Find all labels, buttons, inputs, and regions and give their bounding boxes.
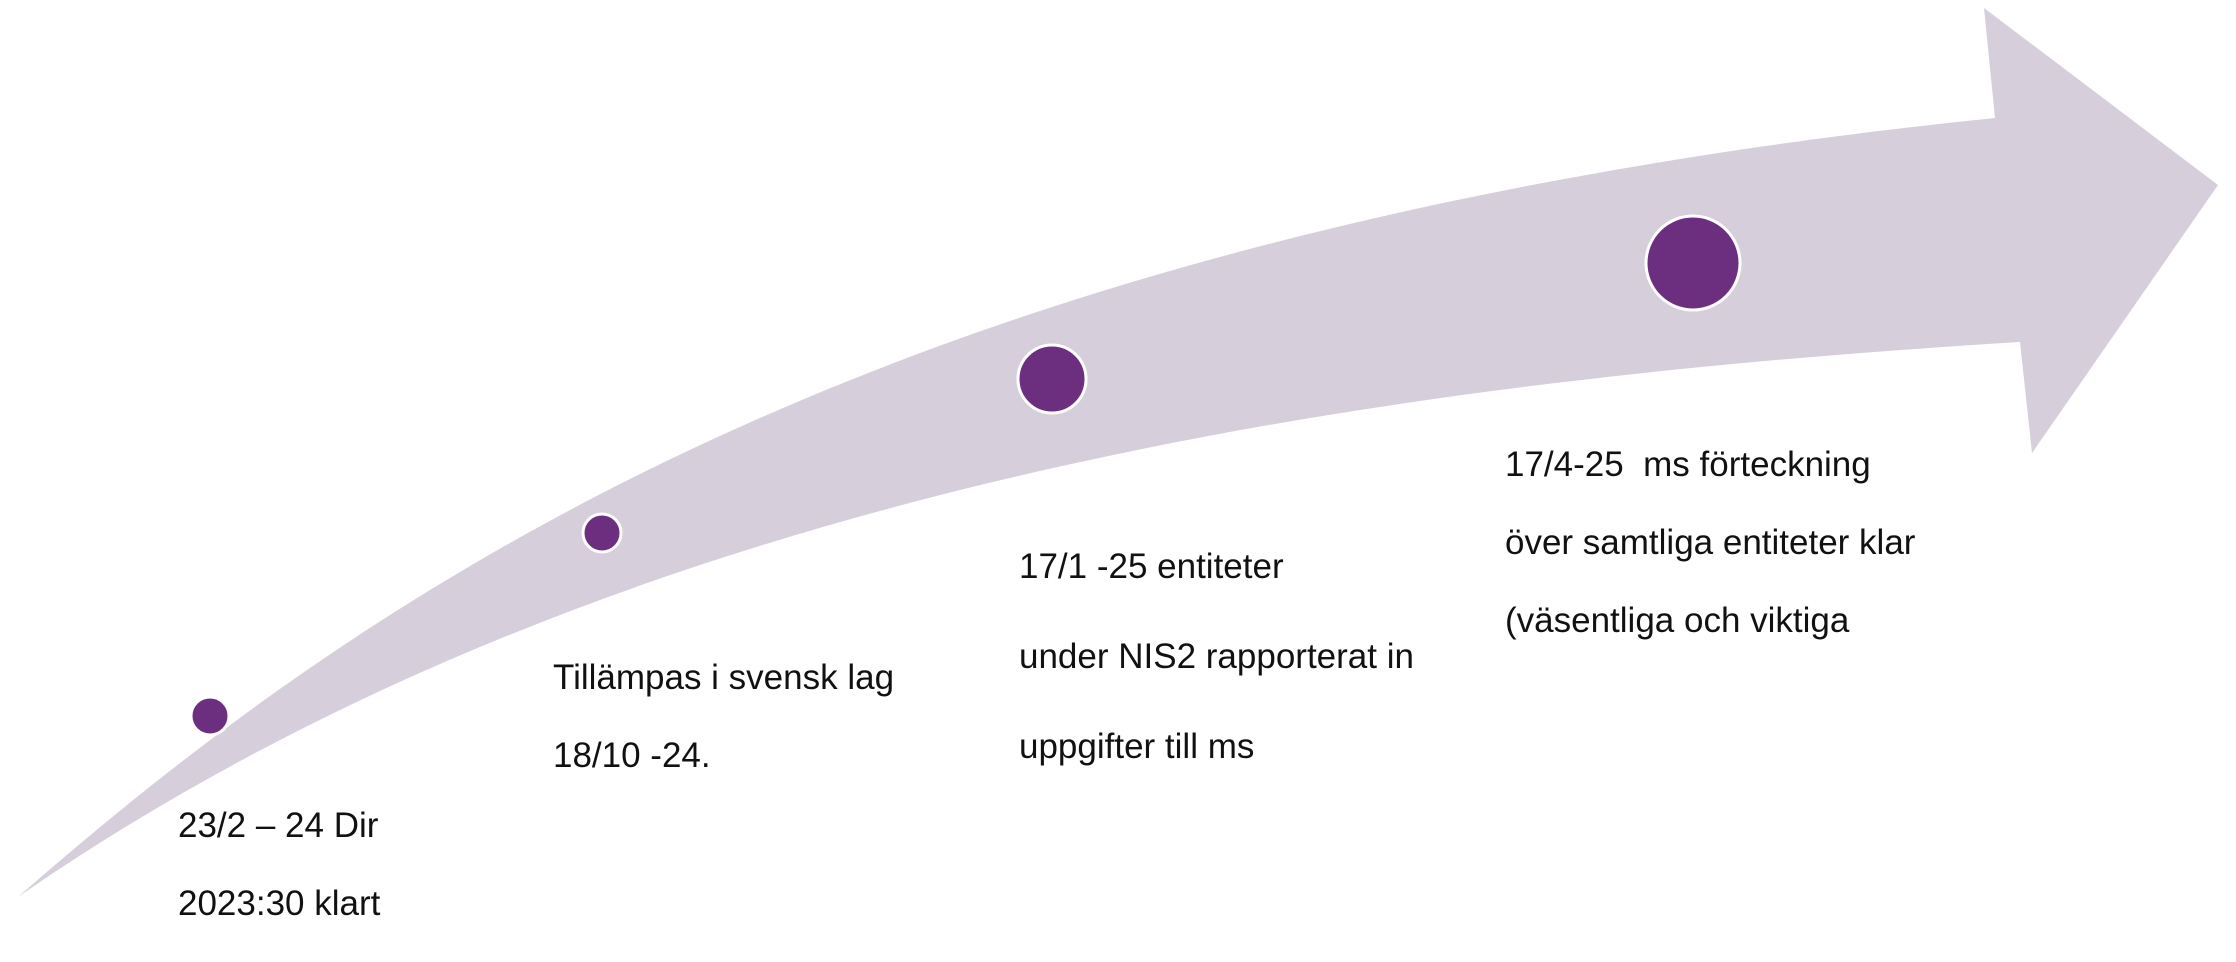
timeline-graphic (18, 8, 2218, 897)
milestone-label-line: 2023:30 klart (178, 884, 381, 923)
milestone-label-line: över samtliga entiteter klar (1505, 523, 1916, 562)
milestone-label-line: (väsentliga och viktiga (1505, 601, 1850, 640)
milestone-label-line: 23/2 – 24 Dir (178, 806, 379, 845)
milestone-label-line: under NIS2 rapporterat in (1019, 637, 1414, 676)
milestone-label-line: 17/1 -25 entiteter (1019, 547, 1284, 586)
milestone-label-2: Tillämpas i svensk lag 18/10 -24. (553, 619, 894, 814)
milestone-label-1: 23/2 – 24 Dir 2023:30 klart (178, 767, 380, 962)
milestone-dot-3 (1016, 343, 1088, 415)
milestone-label-line: 17/4-25 ms förteckning (1505, 445, 1871, 484)
milestone-dot-2 (581, 512, 623, 554)
milestone-label-line: uppgifter till ms (1019, 727, 1255, 766)
milestone-label-line: Tillämpas i svensk lag (553, 658, 895, 697)
milestone-dot-4 (1644, 214, 1742, 312)
milestone-label-4: 17/4-25 ms förteckning över samtliga ent… (1505, 406, 1915, 679)
milestone-label-line: 18/10 -24. (553, 736, 711, 775)
milestone-dot-1 (189, 695, 231, 737)
milestone-label-3: 17/1 -25 entiteter under NIS2 rapportera… (1019, 499, 1414, 814)
timeline-diagram: 23/2 – 24 Dir 2023:30 klart Tillämpas i … (18, 8, 2218, 923)
